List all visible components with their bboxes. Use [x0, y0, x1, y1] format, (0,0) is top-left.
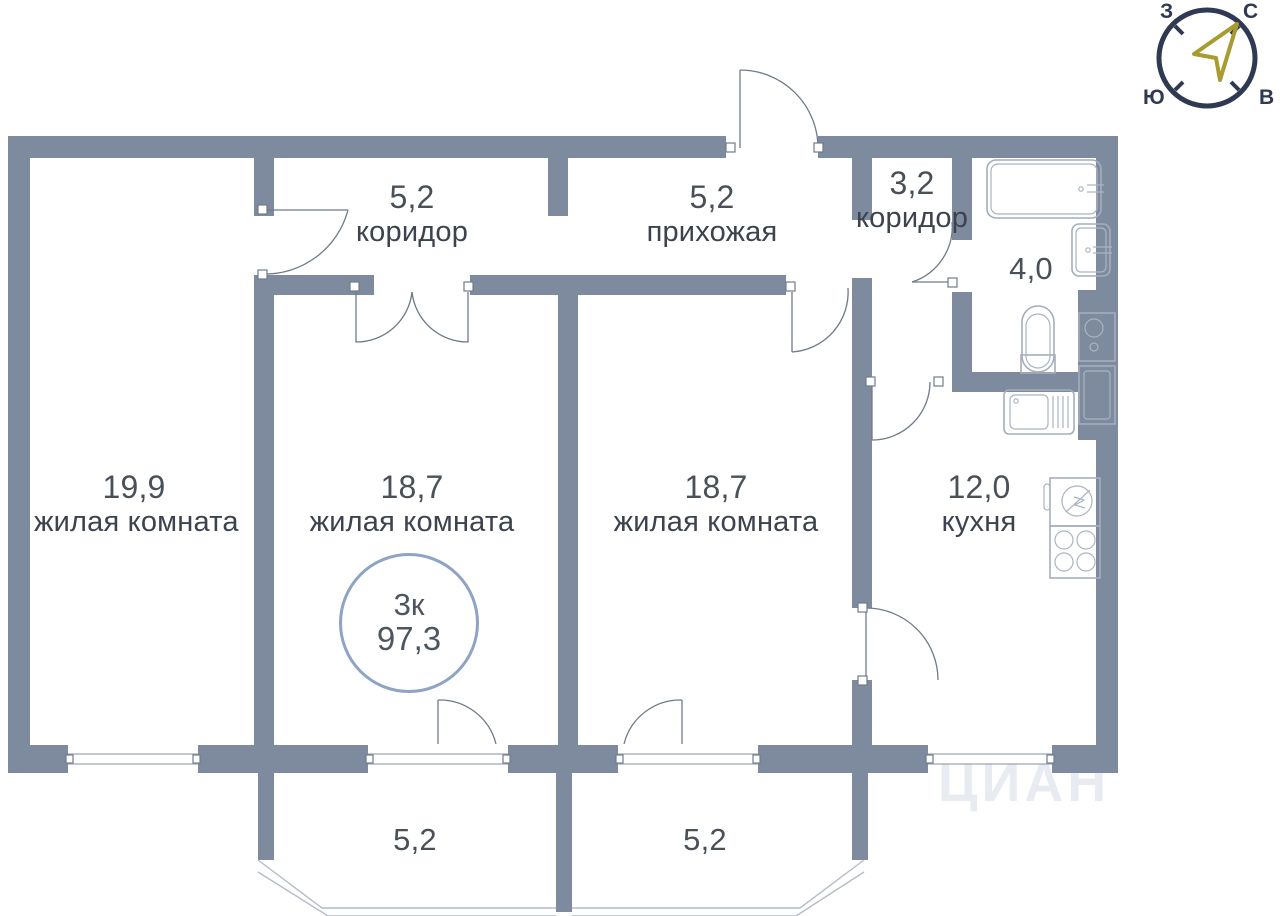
- badge-room-count: 3к: [393, 586, 425, 622]
- wall-partition-room3-kitchen-lower: [852, 680, 872, 765]
- door-balcony-1: [437, 699, 497, 745]
- balcony-1-rail-inner: [257, 871, 556, 916]
- wall-bottom-seg-2: [198, 745, 368, 773]
- counter-icon: [1078, 365, 1116, 425]
- balcony-1-left-wall: [258, 770, 274, 860]
- compass-label-north: С: [1243, 0, 1259, 23]
- toilet-icon: [1020, 305, 1056, 374]
- wall-right-outer: [1096, 136, 1118, 764]
- windows-group: [65, 753, 1055, 765]
- door-entrance: [725, 69, 824, 153]
- wall-room3-top: [578, 275, 786, 295]
- wall-left-outer: [8, 136, 30, 764]
- balconies-group: [257, 770, 868, 916]
- wall-corridor-right-bottom: [470, 275, 578, 295]
- fixtures-group: [986, 159, 1116, 579]
- compass-icon: [1156, 7, 1258, 109]
- wall-top-left: [8, 136, 726, 158]
- wall-bottom-seg-5: [1052, 745, 1118, 773]
- compass-label-south: Ю: [1143, 86, 1165, 109]
- washbasin-icon: [1071, 223, 1112, 277]
- balcony-2-right-wall: [852, 770, 868, 860]
- apartment-summary-badge: 3к 97,3: [339, 553, 479, 693]
- stove-icon: [1043, 477, 1101, 579]
- window-living-room-1: [65, 753, 201, 765]
- wall-bathroom-bottom: [952, 372, 1118, 392]
- wall-bottom-seg-1: [8, 745, 68, 773]
- door-balcony-2: [623, 699, 683, 745]
- badge-total-area: 97,3: [376, 620, 442, 658]
- wall-partition-room1-room2: [254, 275, 274, 765]
- wall-partition-a-stub: [254, 158, 274, 216]
- wall-partition-room3-kitchen-upper: [852, 278, 872, 608]
- door-bathroom: [911, 221, 958, 288]
- window-living-room-3: [615, 753, 761, 765]
- balcony-divider-wall: [556, 770, 572, 912]
- kitchen-sink-icon: [1003, 389, 1075, 435]
- washing-machine-icon: [1078, 312, 1116, 362]
- wall-kitchen-right-stub: [1078, 290, 1098, 440]
- door-kitchen: [865, 376, 944, 441]
- balcony-1-rail-outer: [257, 859, 556, 909]
- wall-top-right: [818, 136, 1118, 158]
- compass-label-east: В: [1259, 86, 1275, 109]
- door-living-room-3: [785, 281, 849, 353]
- wall-partition-room2-room3: [558, 275, 578, 765]
- door-room3-kitchen: [857, 602, 939, 686]
- wall-bottom-seg-4: [758, 745, 928, 773]
- window-kitchen: [925, 753, 1055, 765]
- wall-corridor-left-bottom: [254, 275, 374, 295]
- compass-label-west: З: [1160, 0, 1174, 23]
- bathtub-icon: [986, 159, 1104, 219]
- doors-group: [257, 69, 958, 745]
- walls-group: [8, 136, 1118, 773]
- door-living-room-2-double: [349, 281, 474, 343]
- wall-bathroom-left-lower: [952, 292, 972, 384]
- balcony-2-rail-outer: [572, 859, 865, 909]
- wall-bathroom-left-upper: [952, 158, 972, 240]
- wall-partition-corridor-hallway: [548, 158, 568, 216]
- door-living-room-1: [257, 204, 349, 280]
- balcony-2-rail-inner: [572, 871, 865, 916]
- window-living-room-2: [365, 753, 511, 765]
- wall-partition-hallway-corridor2: [852, 158, 872, 220]
